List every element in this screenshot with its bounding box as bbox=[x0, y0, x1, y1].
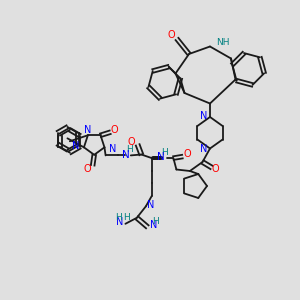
Text: H: H bbox=[126, 145, 133, 154]
Text: O: O bbox=[167, 30, 175, 40]
Text: N: N bbox=[147, 200, 155, 211]
Text: N: N bbox=[200, 144, 207, 154]
Text: NH: NH bbox=[217, 38, 230, 47]
Text: N: N bbox=[72, 141, 80, 151]
Text: N: N bbox=[150, 220, 158, 230]
Text: N: N bbox=[116, 217, 123, 227]
Text: N: N bbox=[200, 111, 207, 121]
Text: N: N bbox=[84, 125, 92, 135]
Text: H: H bbox=[124, 213, 130, 222]
Text: O: O bbox=[184, 149, 192, 159]
Text: H: H bbox=[152, 217, 159, 226]
Text: O: O bbox=[211, 164, 219, 174]
Text: N: N bbox=[122, 149, 129, 160]
Text: O: O bbox=[111, 125, 119, 135]
Text: O: O bbox=[83, 164, 91, 174]
Text: H: H bbox=[162, 148, 168, 157]
Text: H: H bbox=[116, 213, 122, 222]
Text: N: N bbox=[157, 152, 165, 162]
Text: N: N bbox=[109, 144, 116, 154]
Text: O: O bbox=[127, 137, 135, 147]
